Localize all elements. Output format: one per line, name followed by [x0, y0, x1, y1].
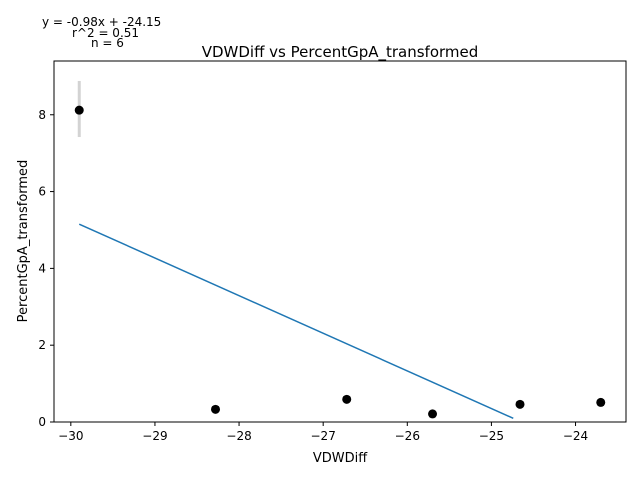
y-tick-label: 6 [38, 185, 46, 199]
r-squared-annotation: r^2 = 0.51 [72, 26, 139, 40]
n-annotation: n = 6 [91, 36, 124, 50]
data-point [515, 399, 525, 409]
y-axis-label: PercentGpA_transformed [16, 160, 31, 323]
x-tick-label: −30 [58, 429, 83, 443]
y-tick-label: 4 [38, 261, 46, 275]
fit-line [78, 223, 514, 420]
x-tick-label: −27 [311, 429, 336, 443]
data-point [428, 409, 438, 419]
y-tick-label: 8 [38, 108, 46, 122]
x-tick-label: −26 [395, 429, 420, 443]
equation-annotation: y = -0.98x + -24.15 [42, 15, 161, 29]
y-axis: 0 2 4 6 8 [38, 108, 54, 429]
x-tick-label: −25 [479, 429, 504, 443]
data-point [211, 404, 221, 414]
y-tick-label: 0 [38, 415, 46, 429]
y-tick-label: 2 [38, 338, 46, 352]
data-point [596, 397, 606, 407]
data-point [342, 394, 352, 404]
x-tick-label: −24 [563, 429, 588, 443]
data-point [74, 105, 84, 115]
x-axis-label: VDWDiff [313, 451, 368, 466]
plot-area [74, 80, 606, 420]
x-tick-label: −28 [226, 429, 251, 443]
x-axis: −30 −29 −28 −27 −26 −25 −24 [58, 422, 588, 443]
axes-frame [53, 60, 627, 423]
chart-title: VDWDiff vs PercentGpA_transformed [202, 43, 479, 62]
x-tick-label: −29 [142, 429, 167, 443]
